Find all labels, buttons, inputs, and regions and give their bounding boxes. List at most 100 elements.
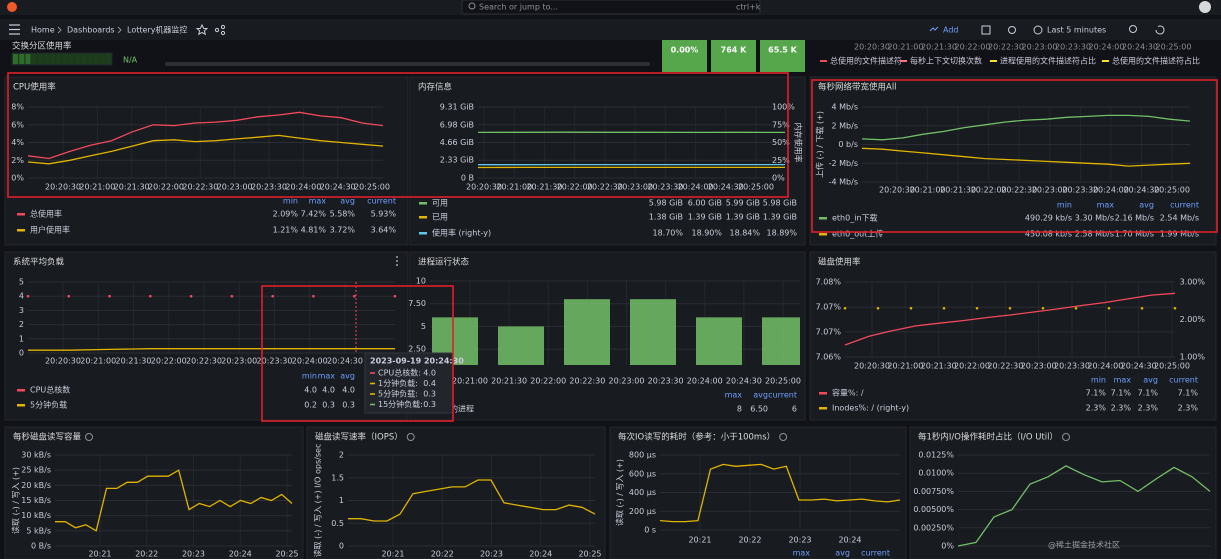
gauge-segment bbox=[44, 54, 49, 64]
save-button[interactable] bbox=[981, 25, 991, 35]
panel-title: 交换分区使用率 bbox=[12, 41, 72, 52]
panel-menu-dot bbox=[396, 260, 398, 262]
x-tick-label: 20:23 bbox=[788, 536, 811, 545]
legend-label: 使用率 (right-y) bbox=[432, 228, 491, 238]
point bbox=[67, 294, 71, 298]
y-tick-label: 7.07% bbox=[816, 327, 842, 336]
x-tick-label: 20:23:30 bbox=[1062, 186, 1098, 195]
legend-value: 2.3% bbox=[1178, 404, 1199, 413]
legend-value: 4.0 bbox=[342, 386, 355, 395]
gauge-segment bbox=[13, 54, 18, 64]
info-icon bbox=[1062, 433, 1071, 441]
line bbox=[55, 469, 293, 532]
info-icon bbox=[779, 433, 788, 441]
panel: 磁盘使用率20:20:3020:21:0020:21:3020:22:0020:… bbox=[809, 251, 1217, 421]
y-tick-label: -2 Mb/s bbox=[829, 159, 858, 168]
refresh-button[interactable] bbox=[1155, 25, 1165, 35]
x-tick-label: 20:25:00 bbox=[738, 183, 774, 192]
legend-header: max bbox=[725, 391, 743, 400]
star-button[interactable] bbox=[195, 23, 209, 36]
panel-title: 每秒磁盘读写容量 bbox=[13, 432, 82, 443]
y-tick-label: -4 Mb/s bbox=[829, 178, 858, 187]
zoom-out-button[interactable] bbox=[1129, 25, 1137, 33]
breadcrumb[interactable]: Home bbox=[31, 26, 55, 35]
legend-value: 18.70% bbox=[652, 229, 683, 238]
settings-button[interactable] bbox=[1008, 26, 1016, 34]
gauge-segment bbox=[106, 54, 111, 64]
y-tick-label: 2.50 bbox=[408, 345, 426, 354]
y-tick-label: 1 bbox=[339, 496, 344, 505]
legend-value: 4.81% bbox=[301, 226, 327, 235]
search-box[interactable] bbox=[461, 0, 761, 15]
legend-value: 8 bbox=[737, 405, 742, 414]
panel-frame bbox=[809, 76, 1217, 246]
legend-swatch bbox=[419, 216, 427, 219]
watermark: @稀土掘金技术社区 bbox=[1048, 540, 1120, 550]
x-tick-label: 20:21:00 bbox=[910, 186, 946, 195]
search-placeholder: Search or jump to... bbox=[479, 3, 558, 12]
tooltip-label: CPU总核数: bbox=[378, 368, 421, 378]
y-tick-label: 0.0100% bbox=[918, 469, 954, 478]
legend-value: 7.1% bbox=[1178, 389, 1199, 398]
annotation-box bbox=[811, 79, 1218, 233]
y2-tick-label: 75% bbox=[772, 120, 790, 129]
x-tick-label: 20:24:30 bbox=[708, 183, 744, 192]
panel: 磁盘读写速率（IOPS） 20:21 20:22 20:23 20:24 20:25 0 0.… bbox=[306, 426, 606, 559]
gauge-segment bbox=[56, 54, 62, 64]
time-range-picker[interactable]: Last 5 minutes bbox=[1047, 26, 1106, 35]
y2-tick-label: 2.00% bbox=[1180, 315, 1206, 324]
legend-value: 2.3% bbox=[1138, 404, 1159, 413]
logo[interactable] bbox=[7, 2, 17, 12]
legend-value: 490.29 kb/s bbox=[1025, 214, 1072, 223]
y-tick-label: 6.98 GiB bbox=[440, 120, 474, 129]
avatar[interactable] bbox=[1199, 1, 1211, 13]
tooltip-value: 0.4 bbox=[423, 379, 436, 388]
point bbox=[975, 306, 979, 310]
search-shortcut: ctrl+k bbox=[736, 3, 761, 12]
y2-tick-label: 3.00% bbox=[1180, 278, 1206, 287]
gauge-segment bbox=[75, 54, 80, 64]
y2-tick-label: 1.00% bbox=[1180, 353, 1206, 362]
x-tick-label: 20:23 bbox=[182, 550, 205, 559]
panel: 每1秒内I/O操作耗时占比（I/O Util） 0% 0.00250% 0.00500… bbox=[909, 426, 1217, 559]
panel-frame bbox=[809, 251, 1217, 421]
panel-title: CPU使用率 bbox=[13, 82, 56, 93]
x-tick-label: 20:21 bbox=[88, 550, 111, 559]
panel-title: 内存信息 bbox=[418, 82, 453, 93]
y-tick-label: 0% bbox=[11, 174, 24, 183]
menu-icon[interactable] bbox=[9, 24, 20, 35]
x-tick-label: 20:22:00 bbox=[557, 183, 593, 192]
y-tick-label: 2 bbox=[339, 451, 344, 460]
y-tick-label: 800 µs bbox=[629, 451, 656, 460]
legend-value: 3.64% bbox=[371, 226, 397, 235]
line bbox=[659, 463, 901, 523]
breadcrumb[interactable]: Dashboards bbox=[67, 26, 115, 35]
x-tick-label: 20:22:30 bbox=[988, 43, 1024, 52]
y-tick-label: 30 kB/s bbox=[21, 451, 51, 460]
bar bbox=[498, 326, 544, 365]
y-tick-label: 0 B bbox=[461, 174, 474, 183]
y-tick-label: 400 µs bbox=[629, 488, 656, 497]
x-tick-label: 20:24 bbox=[838, 536, 861, 545]
x-tick-label: 20:25 bbox=[578, 550, 601, 559]
gauge-segment bbox=[87, 54, 93, 64]
line bbox=[27, 134, 384, 165]
breadcrumb[interactable]: Lottery机器监控 bbox=[127, 25, 187, 35]
y-tick-label: 0 b/s bbox=[838, 140, 858, 149]
add-button[interactable]: Add bbox=[943, 26, 959, 35]
x-tick-label: 20:22:30 bbox=[987, 362, 1023, 371]
y-tick-label: 1.5 bbox=[331, 473, 344, 482]
x-tick-label: 20:23:30 bbox=[647, 183, 683, 192]
tooltip bbox=[364, 352, 454, 414]
x-tick-label: 20:23:00 bbox=[609, 377, 645, 386]
point bbox=[312, 294, 315, 298]
y-tick-label: 20 kB/s bbox=[21, 481, 51, 490]
share-button[interactable] bbox=[214, 24, 226, 36]
panel-title: 每1秒内I/O操作耗时占比（I/O Util） bbox=[918, 432, 1058, 443]
x-tick-label: 20:22 bbox=[738, 536, 761, 545]
legend-value: 5.99 GiB bbox=[726, 199, 760, 208]
gauge-segment bbox=[68, 54, 74, 64]
legend-label: 已用 bbox=[432, 213, 448, 222]
nav-bar bbox=[0, 19, 1221, 40]
